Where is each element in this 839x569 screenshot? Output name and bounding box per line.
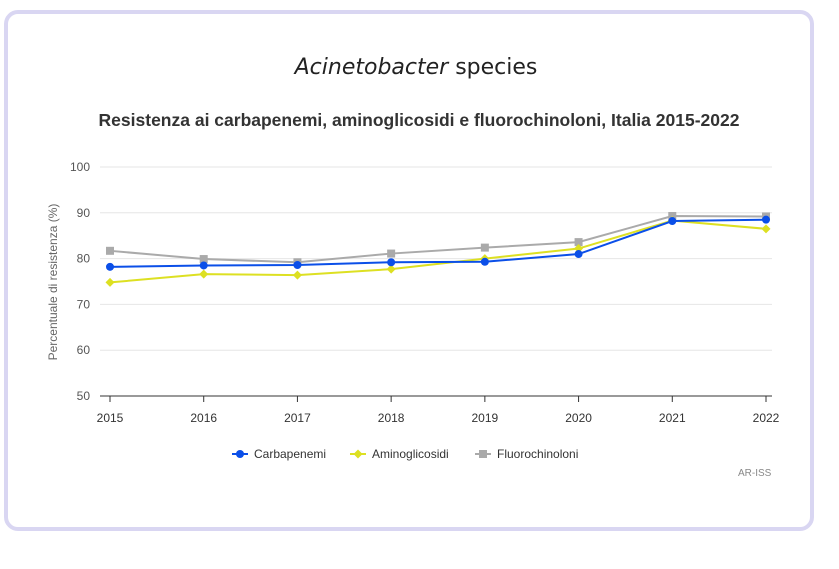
data-point-aminoglicosidi: [761, 224, 771, 234]
legend-item-fluorochinoloni[interactable]: Fluorochinoloni: [475, 447, 578, 461]
data-point-aminoglicosidi: [292, 270, 302, 280]
y-tick-label: 50: [77, 389, 91, 403]
legend-marker: [353, 449, 363, 459]
data-point-aminoglicosidi: [386, 264, 396, 274]
genus-name: Acinetobacter: [294, 55, 449, 80]
data-point-aminoglicosidi: [105, 277, 115, 287]
data-point-carbapenemi: [668, 217, 677, 226]
y-tick-label: 70: [77, 297, 91, 311]
legend-label: Carbapenemi: [254, 447, 326, 461]
data-point-carbapenemi: [293, 261, 302, 270]
legend[interactable]: Carbapenemi Aminoglicosidi Fluorochinoloni: [232, 447, 578, 461]
series-line-carbapenemi: [109, 218, 767, 268]
legend-label: Aminoglicosidi: [372, 447, 449, 461]
x-tick-label: 2017: [284, 411, 311, 425]
data-point-fluorochinoloni: [199, 255, 208, 264]
data-point-fluorochinoloni: [387, 249, 396, 258]
legend-marker: [479, 450, 487, 458]
x-tick-label: 2020: [565, 411, 592, 425]
data-point-carbapenemi: [387, 258, 396, 267]
x-axis: 2015 2016 2017 2018 2019 2020 2021 2022: [97, 395, 780, 425]
data-point-carbapenemi: [106, 262, 114, 271]
x-tick-label: 2022: [753, 411, 780, 425]
legend-item-aminoglicosidi[interactable]: Aminoglicosidi: [350, 447, 449, 461]
x-tick-label: 2021: [659, 411, 686, 425]
data-point-aminoglicosidi: [199, 269, 209, 279]
data-point-fluorochinoloni: [574, 238, 583, 247]
legend-marker: [236, 450, 244, 458]
y-axis-ticks: 50 60 70 80 90 100: [70, 160, 90, 403]
y-tick-label: 80: [77, 252, 91, 266]
series-carbapenemi: [106, 215, 770, 271]
data-point-fluorochinoloni: [668, 212, 677, 221]
series-lines: [105, 212, 771, 287]
legend-label: Fluorochinoloni: [497, 447, 578, 461]
data-point-carbapenemi: [480, 257, 489, 266]
data-point-fluorochinoloni: [106, 246, 114, 255]
x-tick-label: 2018: [378, 411, 405, 425]
species-label: species: [455, 55, 538, 80]
y-axis-label: Percentuale di resistenza (%): [46, 204, 60, 361]
data-point-carbapenemi: [574, 250, 583, 259]
chart-heading: Acinetobacter species: [0, 55, 832, 80]
y-tick-label: 100: [70, 160, 90, 174]
chart-card: [4, 10, 814, 531]
credit-label: AR-ISS: [738, 468, 772, 479]
grid-lines: [100, 166, 772, 351]
data-point-carbapenemi: [199, 261, 208, 270]
chart-title: Resistenza ai carbapenemi, aminoglicosid…: [98, 110, 740, 130]
series-line-fluorochinoloni: [109, 215, 767, 264]
data-point-carbapenemi: [762, 215, 770, 224]
y-tick-label: 90: [77, 206, 91, 220]
x-tick-label: 2019: [472, 411, 499, 425]
x-tick-label: 2015: [97, 411, 124, 425]
series-line-aminoglicosidi: [109, 219, 767, 284]
y-tick-label: 60: [77, 343, 91, 357]
data-point-fluorochinoloni: [480, 243, 489, 252]
legend-item-carbapenemi[interactable]: Carbapenemi: [232, 447, 326, 461]
x-tick-label: 2016: [190, 411, 217, 425]
